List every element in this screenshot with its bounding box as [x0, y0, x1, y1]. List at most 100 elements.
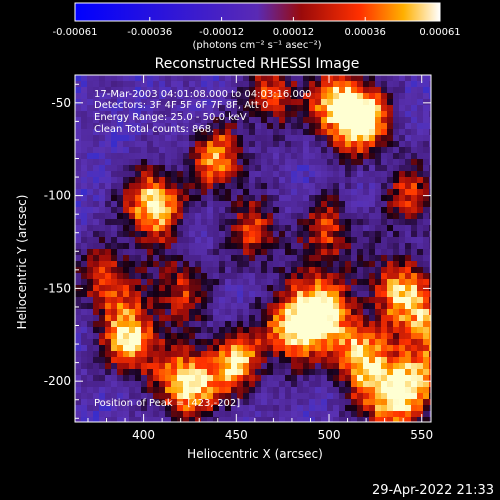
heatmap-cell [411, 165, 418, 172]
heatmap-cell [399, 255, 406, 262]
heatmap-cell [183, 315, 190, 322]
heatmap-cell [75, 189, 82, 196]
heatmap-cell [153, 411, 160, 418]
heatmap-cell [231, 249, 238, 256]
heatmap-cell [117, 261, 124, 268]
heatmap-cell [189, 339, 196, 346]
heatmap-cell [135, 309, 142, 316]
heatmap-cell [363, 375, 370, 382]
heatmap-cell [105, 309, 112, 316]
heatmap-cell [339, 273, 346, 280]
heatmap-cell [363, 207, 370, 214]
y-tick-label: -100 [44, 189, 71, 203]
heatmap-cell [141, 255, 148, 262]
heatmap-cell [345, 141, 352, 148]
heatmap-cell [111, 363, 118, 370]
heatmap-cell [273, 303, 280, 310]
heatmap-cell [357, 111, 364, 118]
heatmap-cell [237, 387, 244, 394]
heatmap-cell [273, 117, 280, 124]
heatmap-cell [135, 141, 142, 148]
heatmap-cell [129, 327, 136, 334]
heatmap-cell [249, 225, 256, 232]
heatmap-cell [387, 135, 394, 142]
heatmap-cell [339, 213, 346, 220]
heatmap-cell [111, 93, 118, 100]
heatmap-cell [327, 237, 334, 244]
heatmap-cell [81, 135, 88, 142]
heatmap-cell [189, 405, 196, 412]
heatmap-cell [255, 285, 262, 292]
heatmap-cell [309, 81, 316, 88]
heatmap-cell [105, 387, 112, 394]
heatmap-cell [381, 87, 388, 94]
heatmap-cell [249, 321, 256, 328]
heatmap-cell [309, 405, 316, 412]
heatmap-cell [225, 249, 232, 256]
heatmap-cell [87, 399, 94, 406]
heatmap-cell [87, 213, 94, 220]
heatmap-cell [333, 369, 340, 376]
heatmap-cell [303, 369, 310, 376]
x-tick-label: 450 [225, 428, 248, 442]
heatmap-cell [177, 171, 184, 178]
heatmap-cell [153, 357, 160, 364]
heatmap-cell [411, 297, 418, 304]
heatmap-cell [321, 387, 328, 394]
heatmap-cell [261, 93, 268, 100]
heatmap-cell [201, 201, 208, 208]
heatmap-cell [225, 321, 232, 328]
heatmap-cell [117, 117, 124, 124]
heatmap-cell [147, 87, 154, 94]
heatmap-cell [87, 417, 94, 422]
heatmap-cell [243, 219, 250, 226]
heatmap-cell [399, 267, 406, 274]
heatmap-cell [351, 75, 358, 82]
heatmap-cell [255, 297, 262, 304]
heatmap-cell [339, 369, 346, 376]
heatmap-cell [375, 165, 382, 172]
heatmap-cell [87, 315, 94, 322]
heatmap-cell [249, 93, 256, 100]
heatmap-cell [219, 117, 226, 124]
heatmap-cell [267, 129, 274, 136]
heatmap-cell [417, 315, 424, 322]
heatmap-cell [393, 249, 400, 256]
heatmap-cell [363, 279, 370, 286]
heatmap-cell [219, 153, 226, 160]
heatmap-cell [333, 219, 340, 226]
heatmap-cell [375, 195, 382, 202]
heatmap-cell [279, 333, 286, 340]
heatmap-cell [129, 81, 136, 88]
heatmap-cell [249, 237, 256, 244]
heatmap-cell [345, 399, 352, 406]
heatmap-cell [93, 195, 100, 202]
heatmap-cell [285, 201, 292, 208]
heatmap-cell [171, 165, 178, 172]
heatmap-cell [309, 387, 316, 394]
heatmap-cell [279, 309, 286, 316]
heatmap-cell [237, 147, 244, 154]
heatmap-cell [105, 93, 112, 100]
heatmap-cell [351, 303, 358, 310]
heatmap-cell [291, 285, 298, 292]
heatmap-cell [243, 363, 250, 370]
heatmap-cell [201, 345, 208, 352]
heatmap-cell [273, 381, 280, 388]
colorbar-ticks: -0.00061 -0.00036 -0.00012 0.00012 0.00036 0.… [53, 17, 461, 38]
heatmap-cell [231, 297, 238, 304]
heatmap-cell [357, 297, 364, 304]
heatmap-cell [87, 135, 94, 142]
heatmap-cell [369, 309, 376, 316]
heatmap-cell [249, 303, 256, 310]
heatmap-cell [399, 207, 406, 214]
heatmap-cell [339, 231, 346, 238]
heatmap-cell [357, 165, 364, 172]
heatmap-cell [117, 279, 124, 286]
heatmap-cell [141, 315, 148, 322]
heatmap-cell [351, 315, 358, 322]
heatmap-cell [345, 207, 352, 214]
heatmap-cell [195, 99, 202, 106]
heatmap-cell [105, 327, 112, 334]
heatmap-cell [291, 345, 298, 352]
